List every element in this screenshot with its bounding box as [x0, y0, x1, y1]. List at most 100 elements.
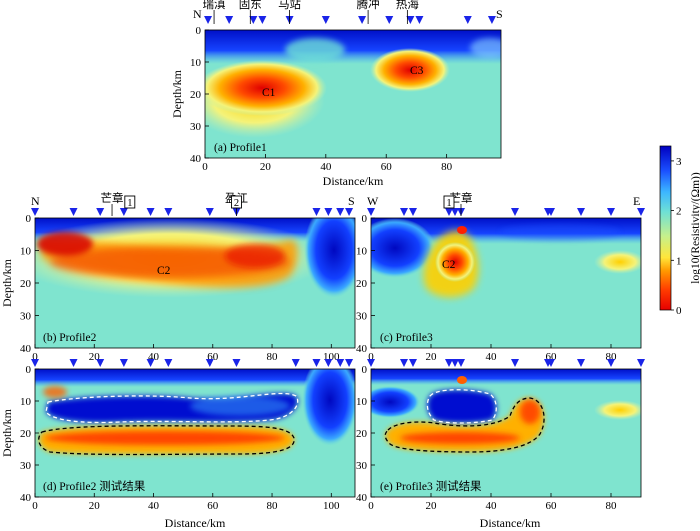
y-tick-label: 20	[356, 278, 368, 290]
station-triangle	[637, 208, 645, 216]
panel-d-label: (d) Profile2 测试结果	[43, 480, 146, 493]
boxed-mark-label: 1	[127, 198, 132, 209]
y-tick-label: 0	[362, 364, 368, 376]
town-label: 马站	[278, 0, 301, 11]
x-tick-label: 60	[546, 351, 558, 363]
station-triangle	[451, 359, 459, 367]
station-triangle	[31, 359, 39, 367]
panel-e-stations	[367, 359, 645, 367]
x-tick-label: 20	[89, 500, 101, 512]
station-triangle	[205, 208, 214, 216]
x-tick-label: 40	[486, 351, 498, 363]
station-triangle	[463, 16, 472, 24]
station-triangle	[457, 359, 465, 367]
colorbar: 0 1 2 3 log10(Resistivity/(Ωm))	[659, 145, 700, 317]
x-tick-label: 20	[260, 161, 272, 173]
town-label: 腾冲	[357, 0, 380, 11]
x-tick-label: 20	[89, 351, 101, 363]
x-tick-label: 80	[267, 500, 279, 512]
station-triangle	[367, 208, 375, 216]
x-tick-label: 80	[441, 161, 453, 173]
y-tick-label: 10	[356, 246, 368, 258]
station-triangle	[345, 208, 354, 216]
panel-a-towns: 瑞滇 固东 马站 腾冲 热海	[203, 0, 419, 24]
panel-c-towns: 芒章	[450, 191, 473, 216]
panel-d-ylabel: Depth/km	[0, 408, 14, 457]
town-label: 芒章	[450, 191, 473, 205]
boxed-mark-frame	[443, 195, 455, 209]
x-tick-label: 0	[32, 351, 38, 363]
x-tick-label: 100	[323, 500, 340, 512]
y-tick-label: 10	[356, 396, 368, 408]
panel-a-y-ticks: 0 10 20 30 40	[190, 25, 209, 165]
colorbar-tick-label: 0	[676, 305, 682, 317]
panel-c-y-ticks: 0 10 20 30 40	[356, 213, 375, 355]
x-tick-label: 60	[546, 500, 558, 512]
station-triangle	[324, 359, 333, 367]
town-label: 芒章	[101, 191, 124, 205]
y-tick-label: 10	[20, 396, 32, 408]
station-triangle	[258, 16, 267, 24]
panel-a-ylabel: Depth/km	[170, 69, 184, 118]
y-tick-label: 30	[20, 311, 32, 323]
panel-d-stations	[31, 359, 354, 367]
x-tick-label: 0	[368, 500, 374, 512]
x-tick-label: 20	[426, 351, 438, 363]
panel-c-boxed-marks: 1	[443, 195, 455, 209]
panel-a-x-ticks: 0 20 40 60 80	[202, 154, 453, 173]
panel-b-ylabel: Depth/km	[0, 258, 14, 307]
y-tick-label: 0	[196, 25, 202, 37]
x-tick-label: 60	[207, 500, 219, 512]
station-triangle	[119, 208, 128, 216]
station-triangle	[451, 208, 459, 216]
y-tick-label: 40	[356, 343, 368, 355]
x-tick-label: 20	[426, 500, 438, 512]
station-triangle	[321, 16, 330, 24]
station-triangle	[367, 359, 375, 367]
panel-d: 0 20 40 60 80 100 0 10 20 30 40 (d) Profile2 测试结果…	[0, 359, 356, 530]
panel-a-label: (a) Profile1	[214, 142, 267, 154]
x-tick-label: 0	[202, 161, 208, 173]
panel-e-black-outline	[384, 397, 545, 453]
panel-d-y-ticks: 0 10 20 30 40	[20, 364, 39, 504]
y-tick-label: 40	[190, 153, 202, 165]
x-tick-label: 40	[486, 500, 498, 512]
x-tick-label: 60	[381, 161, 393, 173]
y-tick-label: 20	[20, 278, 32, 290]
x-tick-label: 60	[207, 351, 219, 363]
town-label: 瑞滇	[203, 0, 226, 11]
y-tick-label: 30	[356, 460, 368, 472]
station-triangle	[324, 208, 333, 216]
y-tick-label: 0	[362, 213, 368, 225]
station-triangle	[69, 208, 78, 216]
panel-a: 0 20 40 60 80 0 10 20 30 40 瑞滇 固东 马站 腾冲 热海 (a) Profi…	[170, 0, 503, 188]
station-triangle	[637, 359, 645, 367]
colorbar-tick-label: 2	[676, 206, 682, 218]
y-tick-label: 0	[26, 213, 32, 225]
station-triangle	[487, 16, 496, 24]
colorbar-label: log10(Resistivity/(Ωm))	[690, 172, 700, 284]
panel-e-y-ticks: 0 10 20 30 40	[356, 364, 375, 504]
panel-e-xlabel: Distance/km	[480, 516, 541, 530]
panel-a-field	[205, 30, 501, 158]
station-triangle	[511, 208, 519, 216]
x-tick-label: 40	[320, 161, 332, 173]
station-triangle	[607, 359, 615, 367]
station-triangle	[336, 359, 345, 367]
station-triangle	[409, 208, 417, 216]
panel-d-xlabel: Distance/km	[165, 516, 226, 530]
panel-d-field	[35, 369, 355, 497]
y-tick-label: 20	[356, 428, 368, 440]
panel-c-field	[371, 218, 641, 348]
station-triangle	[445, 208, 453, 216]
station-triangle	[291, 359, 300, 367]
station-triangle	[345, 359, 354, 367]
panel-a-anomaly-c3: C3	[410, 65, 424, 77]
x-tick-label: 80	[606, 500, 618, 512]
colorbar-tick-label: 1	[676, 255, 682, 267]
boxed-mark-frame	[231, 195, 242, 209]
